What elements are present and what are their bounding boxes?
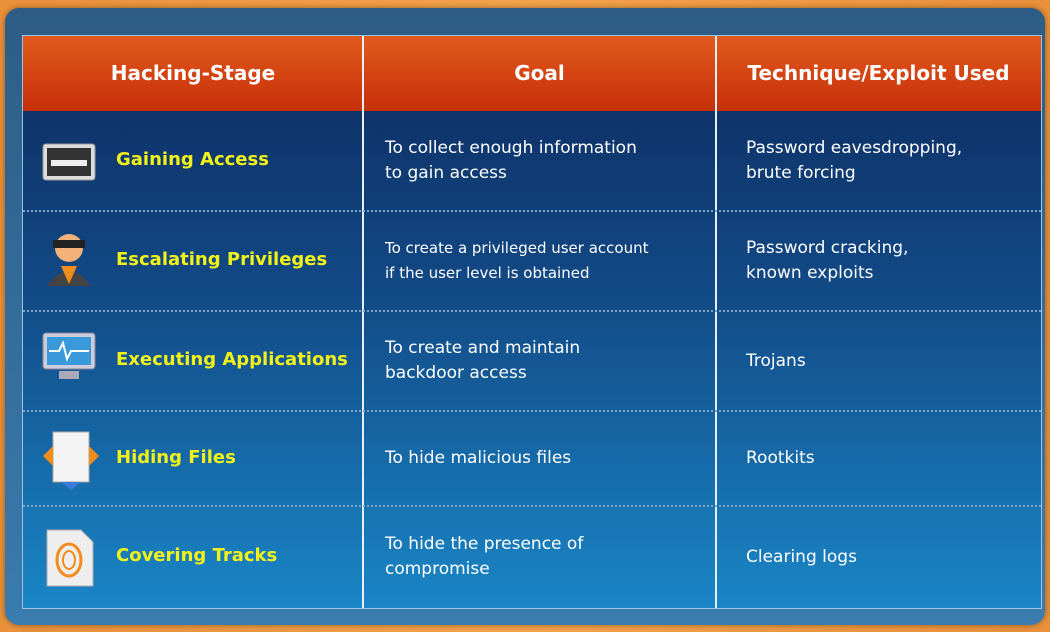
row-divider [23,210,1041,212]
table: Hacking-Stage Goal Technique/Exploit Used … [22,35,1042,609]
goal-text: if the user level is obtained [385,264,590,282]
technique-text: brute forcing [746,163,856,183]
icon-access [42,143,96,181]
goal-text: To hide the presence of [385,534,584,554]
header-cell: Technique/Exploit Used [747,61,1010,85]
stage-name: Escalating Privileges [116,249,328,270]
header-cell: Goal [514,61,565,85]
column-divider [715,36,717,608]
technique-text: Rootkits [746,448,815,468]
stage-name: Gaining Access [116,149,269,170]
stage-name: Executing Applications [116,349,348,370]
row-divider [23,310,1041,312]
goal-text: To create a privileged user account [385,239,649,257]
table-header: Hacking-Stage Goal Technique/Exploit Used [23,36,1041,111]
icon-tracks [46,529,94,587]
technique-text: Clearing logs [746,546,857,567]
icon-applications [42,332,96,379]
goal-text: To create and maintain [385,338,581,358]
row-divider [23,505,1041,507]
technique-text: Password cracking, [746,238,909,258]
header-cell: Hacking-Stage [110,61,276,85]
row-divider [23,410,1041,412]
goal-text: to gain access [385,163,507,183]
stage-name: Covering Tracks [116,545,278,566]
technique-text: Password eavesdropping, [746,138,963,158]
icon-privileges [47,234,91,286]
icon-hiding [43,431,99,490]
goal-text: backdoor access [385,363,527,383]
goal-text: To collect enough information [385,138,637,158]
stage-name: Hiding Files [116,446,236,468]
column-divider [362,36,364,608]
technique-text: known exploits [746,263,874,283]
goal-text: To hide malicious files [385,448,572,468]
goal-text: compromise [385,559,490,579]
technique-text: Trojans [746,350,806,371]
